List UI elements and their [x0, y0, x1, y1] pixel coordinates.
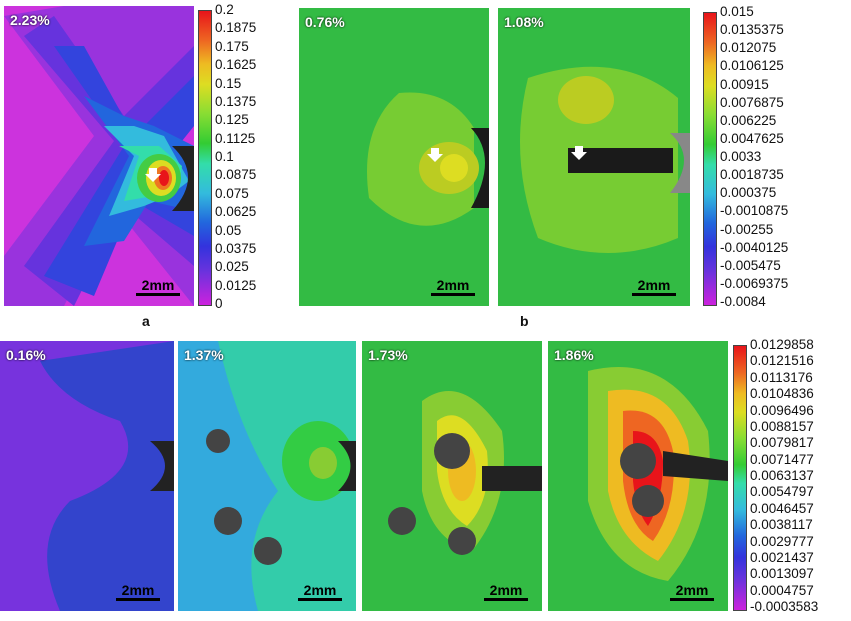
colorbar_c-tick: -0.0003583: [750, 599, 819, 614]
strain-label-c3: 1.73%: [368, 347, 408, 363]
colorbar_a-tick: 0.15: [215, 75, 242, 91]
colorbar_a-tick: 0.125: [215, 112, 249, 128]
colorbar_b-tick: 0.0106125: [720, 58, 784, 74]
strain-label-b2: 1.08%: [504, 14, 544, 30]
strain-label-c2: 1.37%: [184, 347, 224, 363]
colorbar_a-tick: 0.2: [215, 2, 234, 17]
strain-field-c3: [362, 341, 542, 611]
colorbar-a: [198, 10, 212, 306]
colorbar_b-tick: 0.006225: [720, 112, 777, 128]
colorbar_b-tick: -0.005475: [720, 257, 781, 273]
scale-bar-c2: 2mm: [298, 582, 342, 601]
colorbar_a-tick: 0.1125: [215, 130, 256, 146]
subfigure-label-a: a: [142, 313, 150, 329]
scale-text-c1: 2mm: [121, 582, 155, 598]
colorbar_a-tick: 0: [215, 296, 223, 311]
panel-b2: 1.08% 2mm: [498, 8, 690, 306]
colorbar_b-tick: 0.015: [720, 4, 754, 19]
strain-field-b1: [299, 8, 489, 306]
colorbar_c-tick: 0.0038117: [750, 517, 813, 533]
scale-bar-c4: 2mm: [670, 582, 714, 601]
colorbar_b-tick: 0.0135375: [720, 22, 784, 38]
colorbar_b-tick: -0.00255: [720, 221, 774, 237]
scale-text-c3: 2mm: [489, 582, 523, 598]
scale-bar-b1: 2mm: [431, 277, 475, 296]
colorbar_c-tick: 0.0096496: [750, 402, 814, 418]
strain-label-c1: 0.16%: [6, 347, 46, 363]
strain-field-c4: [548, 341, 728, 611]
colorbar_c-tick: 0.0013097: [750, 566, 814, 582]
subfigure-label-b: b: [520, 313, 529, 329]
colorbar_a-tick: 0.0125: [215, 277, 257, 293]
colorbar_c-tick: 0.0079817: [750, 435, 814, 451]
colorbar_c-tick: 0.0104836: [750, 386, 814, 402]
panel-c3: 1.73% 2mm: [362, 341, 542, 611]
colorbar_b-tick: -0.0010875: [720, 203, 789, 219]
colorbar_a-tick: 0.175: [215, 38, 249, 54]
scale-text-b1: 2mm: [436, 277, 470, 293]
colorbar_c-tick: 0.0021437: [750, 549, 814, 565]
colorbar_a-tick: 0.1: [215, 149, 234, 164]
colorbar_a-tick: 0.0875: [215, 167, 257, 183]
colorbar_b-tick: -0.0084: [720, 294, 766, 309]
colorbar_c-tick: 0.0046457: [750, 500, 814, 516]
scale-text-a: 2mm: [141, 277, 175, 293]
colorbar-b: [703, 12, 717, 306]
colorbar_b-tick: 0.0047625: [720, 130, 784, 146]
colorbar_c-tick: 0.0004757: [750, 582, 814, 598]
colorbar_b-tick: 0.000375: [720, 185, 777, 201]
scale-bar-c3: 2mm: [484, 582, 528, 601]
panel-b1: 0.76% 2mm: [299, 8, 489, 306]
strain-field-a: [4, 6, 194, 306]
colorbar_b-tick: -0.0040125: [720, 239, 789, 255]
colorbar_a-tick: 0.1375: [215, 93, 257, 109]
scale-bar-c1: 2mm: [116, 582, 160, 601]
colorbar_a-tick: 0.1875: [215, 20, 257, 36]
strain-field-b2: [498, 8, 690, 306]
colorbar_c-tick: 0.0029777: [750, 533, 814, 549]
colorbar_a-tick: 0.075: [215, 185, 249, 201]
panel-c1: 0.16% 2mm: [0, 341, 174, 611]
colorbar_b-tick: -0.0069375: [720, 275, 789, 291]
strain-label-b1: 0.76%: [305, 14, 345, 30]
colorbar_a-tick: 0.0625: [215, 204, 257, 220]
panel-c4: 1.86% 2mm: [548, 341, 728, 611]
colorbar_b-tick: 0.00915: [720, 76, 769, 92]
colorbar_a-tick: 0.025: [215, 259, 249, 275]
scale-bar-b2: 2mm: [632, 277, 676, 296]
colorbar_b-tick: 0.0033: [720, 149, 762, 164]
strain-label-a: 2.23%: [10, 12, 50, 28]
colorbar_b-tick: 0.0018735: [720, 167, 784, 183]
panel-a: 2.23% 2mm: [4, 6, 194, 306]
colorbar_c-tick: 0.0129858: [750, 337, 814, 352]
colorbar_c-tick: 0.0054797: [750, 484, 814, 500]
scale-bar-a: 2mm: [136, 277, 180, 296]
colorbar_c-tick: 0.0113176: [750, 369, 813, 385]
colorbar_c-tick: 0.0121516: [750, 353, 814, 369]
colorbar_c-tick: 0.0088157: [750, 418, 814, 434]
panel-c2: 1.37% 2mm: [178, 341, 356, 611]
scale-text-c2: 2mm: [303, 582, 337, 598]
strain-field-c1: [0, 341, 174, 611]
scale-text-b2: 2mm: [637, 277, 671, 293]
colorbar-c: [733, 345, 747, 611]
colorbar_c-tick: 0.0071477: [750, 451, 814, 467]
colorbar_a-tick: 0.0375: [215, 240, 257, 256]
strain-field-c2: [178, 341, 356, 611]
colorbar_a-tick: 0.05: [215, 222, 242, 238]
strain-label-c4: 1.86%: [554, 347, 594, 363]
scale-text-c4: 2mm: [675, 582, 709, 598]
colorbar_a-tick: 0.1625: [215, 57, 257, 73]
colorbar_c-tick: 0.0063137: [750, 468, 814, 483]
colorbar_b-tick: 0.012075: [720, 40, 777, 56]
colorbar_b-tick: 0.0076875: [720, 94, 784, 110]
